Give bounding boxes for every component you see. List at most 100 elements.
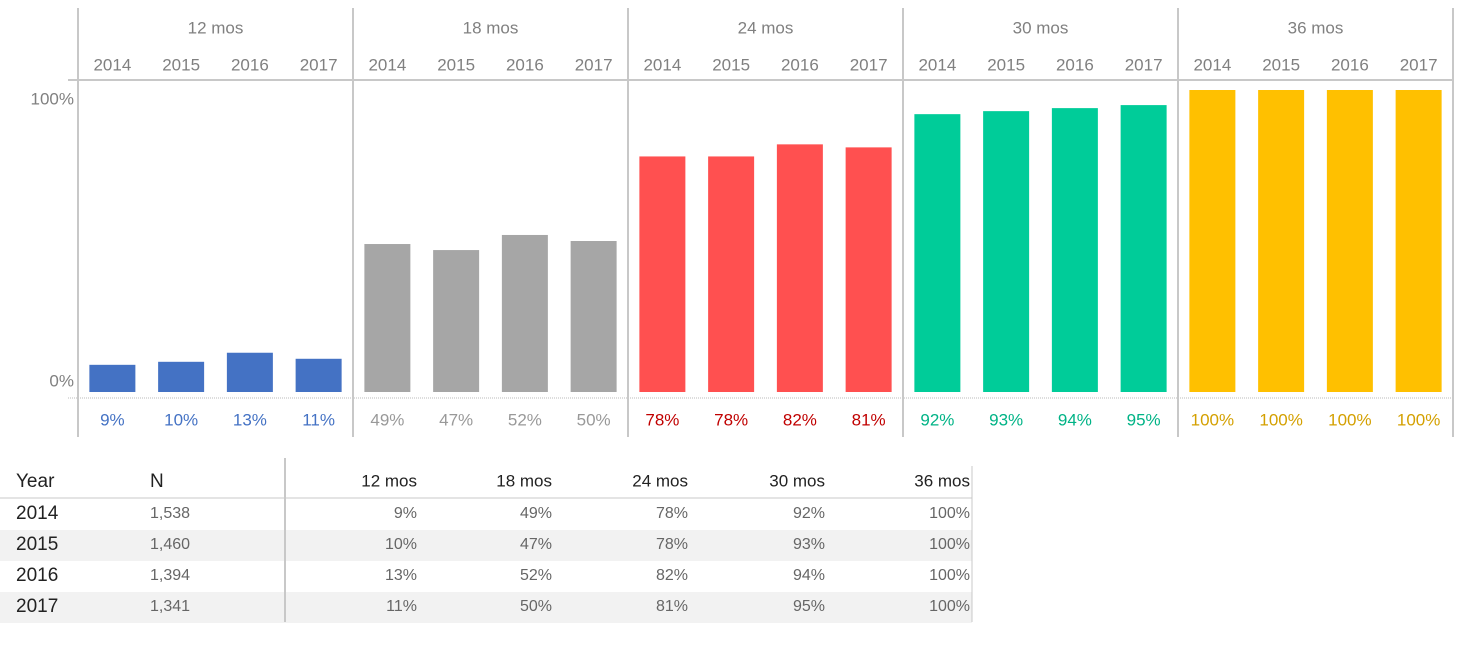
data-label: 100% [1191,410,1234,429]
data-label: 95% [1127,410,1161,429]
data-label: 100% [1328,410,1371,429]
bar [295,358,342,392]
data-label: 9% [100,410,125,429]
group-label: 24 mos [738,18,794,37]
x-tick-label: 2014 [368,55,406,74]
column-header: 36 mos [914,471,970,490]
data-label: 11% [302,410,335,429]
table-cell: 100% [929,598,970,615]
column-header: Year [16,471,55,492]
data-label: 100% [1397,410,1440,429]
bar [1326,90,1373,392]
column-header: 18 mos [496,471,552,490]
data-label: 82% [783,410,817,429]
table-cell: 95% [793,598,825,615]
table-cell: 1,394 [150,567,190,584]
table-cell: 2017 [16,596,58,617]
data-label: 47% [439,410,473,429]
data-label: 49% [370,410,404,429]
table-cell: 1,460 [150,536,190,553]
table-cell: 9% [394,505,417,522]
data-label: 93% [989,410,1023,429]
table-cell: 78% [656,505,688,522]
x-tick-label: 2016 [781,55,819,74]
table-cell: 78% [656,536,688,553]
group-label: 36 mos [1288,18,1344,37]
table-cell: 82% [656,567,688,584]
bar [914,114,961,392]
row-shade [0,530,972,561]
x-tick-label: 2014 [643,55,681,74]
group-label: 12 mos [188,18,244,37]
bar [433,250,480,392]
table-cell: 100% [929,505,970,522]
table-cell: 2014 [16,503,59,524]
x-tick-label: 2014 [93,55,131,74]
table-cell: 47% [520,536,552,553]
table-cell: 11% [386,598,417,615]
table-cell: 1,538 [150,505,190,522]
table-cell: 94% [793,567,825,584]
bar [226,352,273,392]
bar [364,244,411,392]
bar [158,361,205,392]
table-cell: 52% [520,567,552,584]
bar [1120,105,1167,392]
x-tick-label: 2014 [918,55,956,74]
table-cell: 49% [520,505,552,522]
data-label: 100% [1259,410,1302,429]
table-cell: 93% [793,536,825,553]
bar [501,234,548,392]
bar [1395,90,1442,392]
data-label: 78% [714,410,748,429]
x-tick-label: 2015 [987,55,1025,74]
x-tick-label: 2015 [437,55,475,74]
table-cell: 81% [656,598,688,615]
table-cell: 2015 [16,534,58,555]
group-label: 30 mos [1013,18,1069,37]
x-tick-label: 2017 [1400,55,1438,74]
x-tick-label: 2017 [1125,55,1163,74]
column-header: 12 mos [361,471,417,490]
bar [983,111,1030,392]
table-cell: 50% [520,598,552,615]
x-tick-label: 2016 [1331,55,1369,74]
bar [1189,90,1236,392]
x-tick-label: 2017 [850,55,888,74]
data-label: 94% [1058,410,1092,429]
column-header: 30 mos [769,471,825,490]
table-cell: 10% [385,536,417,553]
data-label: 10% [164,410,198,429]
x-tick-label: 2017 [300,55,338,74]
group-label: 18 mos [463,18,519,37]
data-label: 92% [920,410,954,429]
data-label: 52% [508,410,542,429]
y-tick-label: 0% [49,371,74,390]
bar [1051,108,1098,393]
bar [1258,90,1305,392]
table-cell: 100% [929,567,970,584]
x-tick-label: 2016 [1056,55,1094,74]
table-cell: 13% [385,567,417,584]
y-tick-label: 100% [31,89,74,108]
row-shade [0,592,972,623]
x-tick-label: 2014 [1193,55,1231,74]
table-cell: 1,341 [150,598,190,615]
x-tick-label: 2015 [712,55,750,74]
table-cell: 100% [929,536,970,553]
data-label: 50% [577,410,611,429]
x-tick-label: 2017 [575,55,613,74]
x-tick-label: 2015 [162,55,200,74]
x-tick-label: 2016 [231,55,269,74]
column-header: N [150,471,164,492]
bar [570,241,617,392]
bar [89,364,136,392]
bar [845,147,892,392]
column-header: 24 mos [632,471,688,490]
bar [708,156,755,392]
bar [639,156,686,392]
x-tick-label: 2015 [1262,55,1300,74]
data-label: 13% [233,410,267,429]
table-cell: 2016 [16,565,58,586]
